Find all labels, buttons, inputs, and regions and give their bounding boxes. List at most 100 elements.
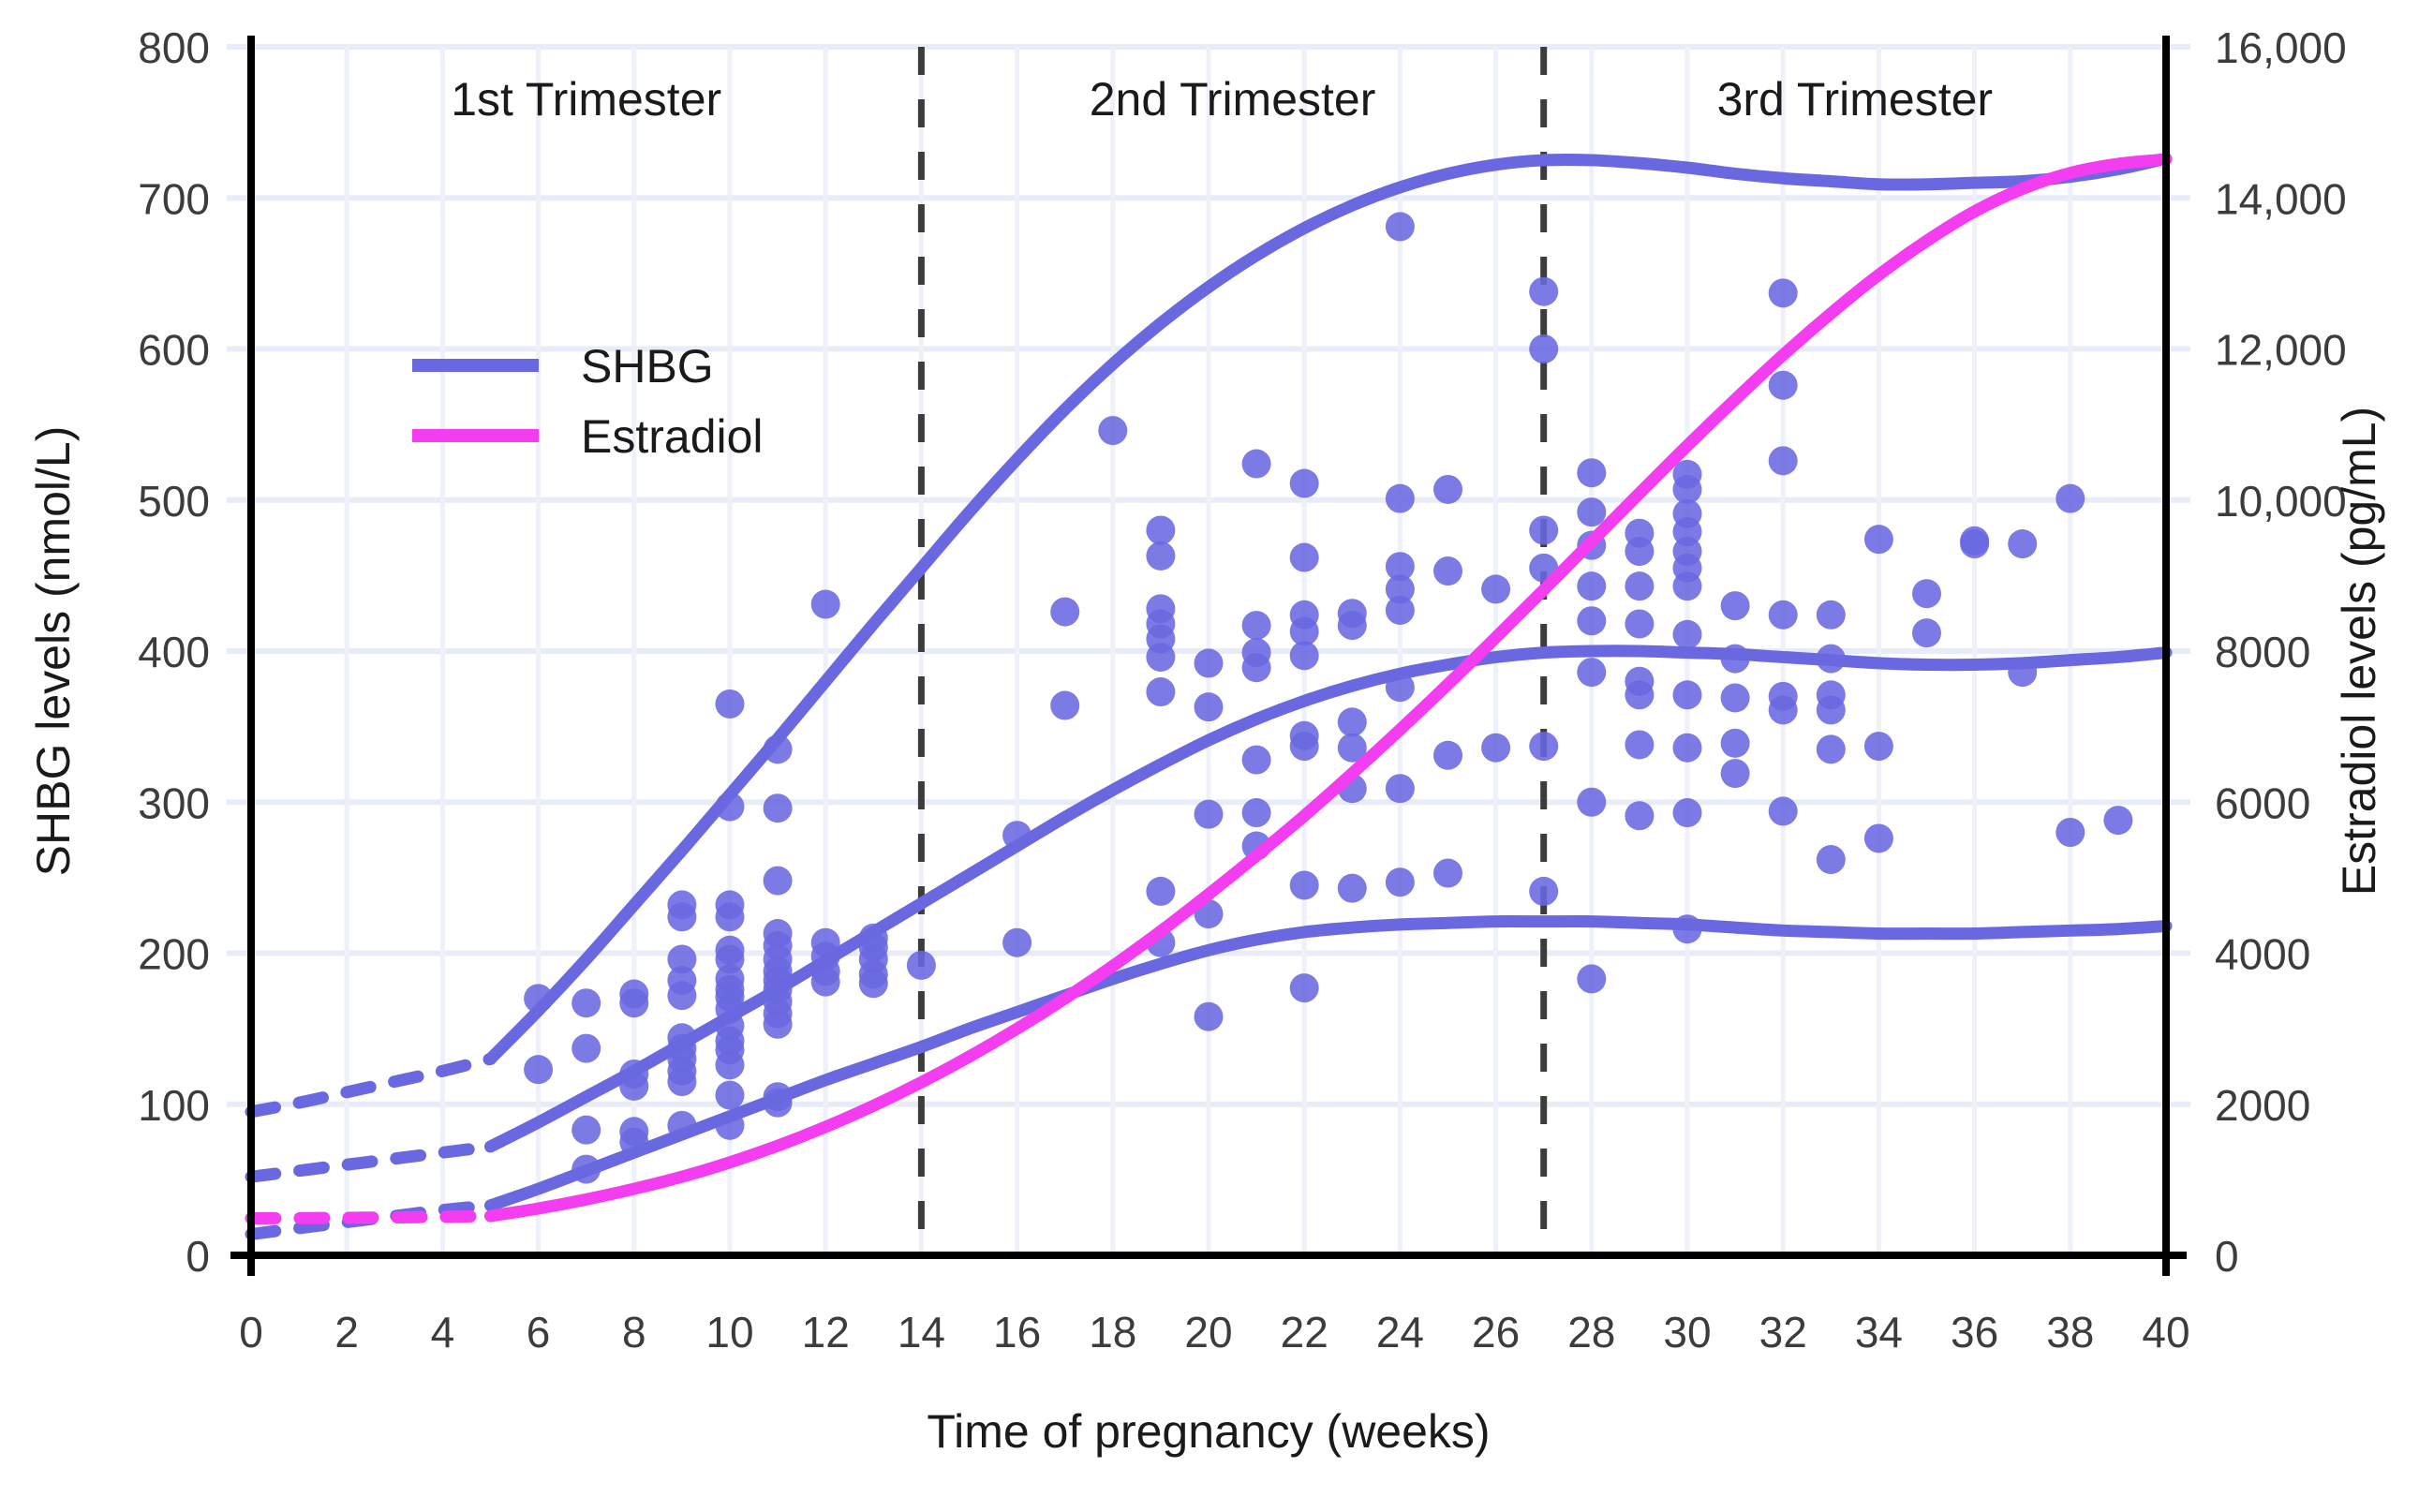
x-tick-label: 30 [1663, 1308, 1711, 1356]
scatter-point [2103, 806, 2133, 836]
series-curve [484, 915, 2173, 1212]
y-tick-label: 800 [138, 23, 210, 72]
scatter-point [1433, 474, 1462, 504]
y-tick-label: 500 [138, 477, 210, 526]
scatter-point [667, 1067, 697, 1097]
scatter-point [1385, 552, 1415, 582]
scatter-point [1289, 468, 1319, 498]
scatter-point [1625, 571, 1655, 601]
x-tick-label: 36 [1951, 1308, 1998, 1356]
y2-tick-label: 2000 [2215, 1081, 2310, 1130]
scatter-point [1768, 600, 1798, 630]
scatter-point [1146, 541, 1176, 571]
scatter-point [1863, 525, 1893, 555]
scatter-point [1577, 497, 1607, 527]
scatter-point [1529, 276, 1559, 306]
scatter-point [1625, 730, 1655, 760]
x-tick-label: 2 [334, 1308, 359, 1356]
legend-label: SHBG [581, 340, 714, 393]
scatter-point [1289, 732, 1319, 762]
scatter-point [1481, 733, 1511, 763]
scatter-point [1098, 416, 1128, 446]
x-tick-label: 22 [1281, 1308, 1328, 1356]
scatter-point [1433, 740, 1462, 770]
scatter-point [571, 988, 601, 1018]
series-curve [484, 645, 2173, 1153]
scatter-point [1529, 515, 1559, 545]
y2-tick-label: 16,000 [2215, 23, 2347, 72]
scatter-point [1385, 574, 1415, 604]
scatter-point [810, 589, 840, 619]
scatter-point [524, 1055, 554, 1085]
series-curve [245, 1209, 497, 1224]
y2-tick-label: 4000 [2215, 930, 2310, 979]
x-tick-label: 20 [1184, 1308, 1232, 1356]
y-tick-label: 100 [138, 1081, 210, 1130]
scatter-point [1241, 745, 1271, 775]
scatter-point [1625, 680, 1655, 710]
scatter-point [1002, 927, 1032, 957]
scatter-point [1720, 591, 1750, 621]
scatter-point [1194, 692, 1224, 722]
axis-spines [230, 36, 2187, 1259]
scatter-point [1816, 845, 1846, 875]
scatter-point [1672, 680, 1702, 710]
scatter-point [1625, 801, 1655, 831]
x-tick-label: 16 [993, 1308, 1041, 1356]
series-curve [484, 152, 2173, 1065]
scatter-point [1481, 574, 1511, 604]
scatter-point [1385, 483, 1415, 513]
x-tick-label: 32 [1759, 1308, 1807, 1356]
scatter-point [1337, 733, 1367, 763]
scatter-point [1433, 858, 1462, 888]
legend-label: Estradiol [581, 410, 764, 463]
scatter-point [1385, 595, 1415, 625]
scatter-point [715, 1050, 745, 1080]
scatter-point [667, 981, 697, 1011]
scatter-point [2055, 818, 2085, 847]
scatter-point [1241, 798, 1271, 828]
scatter-point [1577, 658, 1607, 688]
x-tick-label: 24 [1376, 1308, 1424, 1356]
scatter-point [1241, 449, 1271, 479]
scatter-point [763, 793, 793, 823]
scatter-point [1194, 799, 1224, 829]
scatter-point [1289, 542, 1319, 572]
y-tick-label: 300 [138, 778, 210, 827]
scatter-point [667, 944, 697, 974]
scatter-point [1768, 278, 1798, 308]
x-axis-title: Time of pregnancy (weeks) [927, 1405, 1490, 1458]
x-tick-label: 8 [622, 1308, 646, 1356]
scatter-point [1625, 537, 1655, 567]
scatter-point [1194, 1001, 1224, 1031]
y2-tick-label: 14,000 [2215, 174, 2347, 223]
scatter-point [1433, 556, 1462, 586]
scatter-point [1241, 653, 1271, 683]
scatter-point [1816, 600, 1846, 630]
scatter-point [715, 689, 745, 719]
scatter-point [1816, 695, 1846, 725]
x-tick-label: 26 [1472, 1308, 1520, 1356]
y2-tick-label: 12,000 [2215, 326, 2347, 375]
scatter-point [1577, 787, 1607, 817]
chart-legend: SHBG Estradiol [412, 340, 764, 463]
scatter-point [1050, 690, 1080, 720]
scatter-point [1146, 876, 1176, 906]
scatter-point [1577, 606, 1607, 636]
scatter-point [1720, 759, 1750, 789]
scatter-point [1672, 474, 1702, 504]
scatter-point [810, 967, 840, 997]
scatter-point [1385, 774, 1415, 804]
scatter-point [1289, 973, 1319, 1003]
y2-tick-label: 6000 [2215, 778, 2310, 827]
y-tick-label: 200 [138, 930, 210, 979]
scatter-point [1146, 642, 1176, 672]
scatter-point [1912, 579, 1941, 609]
y-tick-label: 0 [186, 1232, 210, 1281]
x-tick-label: 12 [802, 1308, 850, 1356]
scatter-point [715, 902, 745, 932]
x-tick-label: 40 [2142, 1308, 2189, 1356]
y2-axis-title: Estradiol levels (pg/mL) [2333, 407, 2385, 896]
x-tick-label: 14 [898, 1308, 945, 1356]
